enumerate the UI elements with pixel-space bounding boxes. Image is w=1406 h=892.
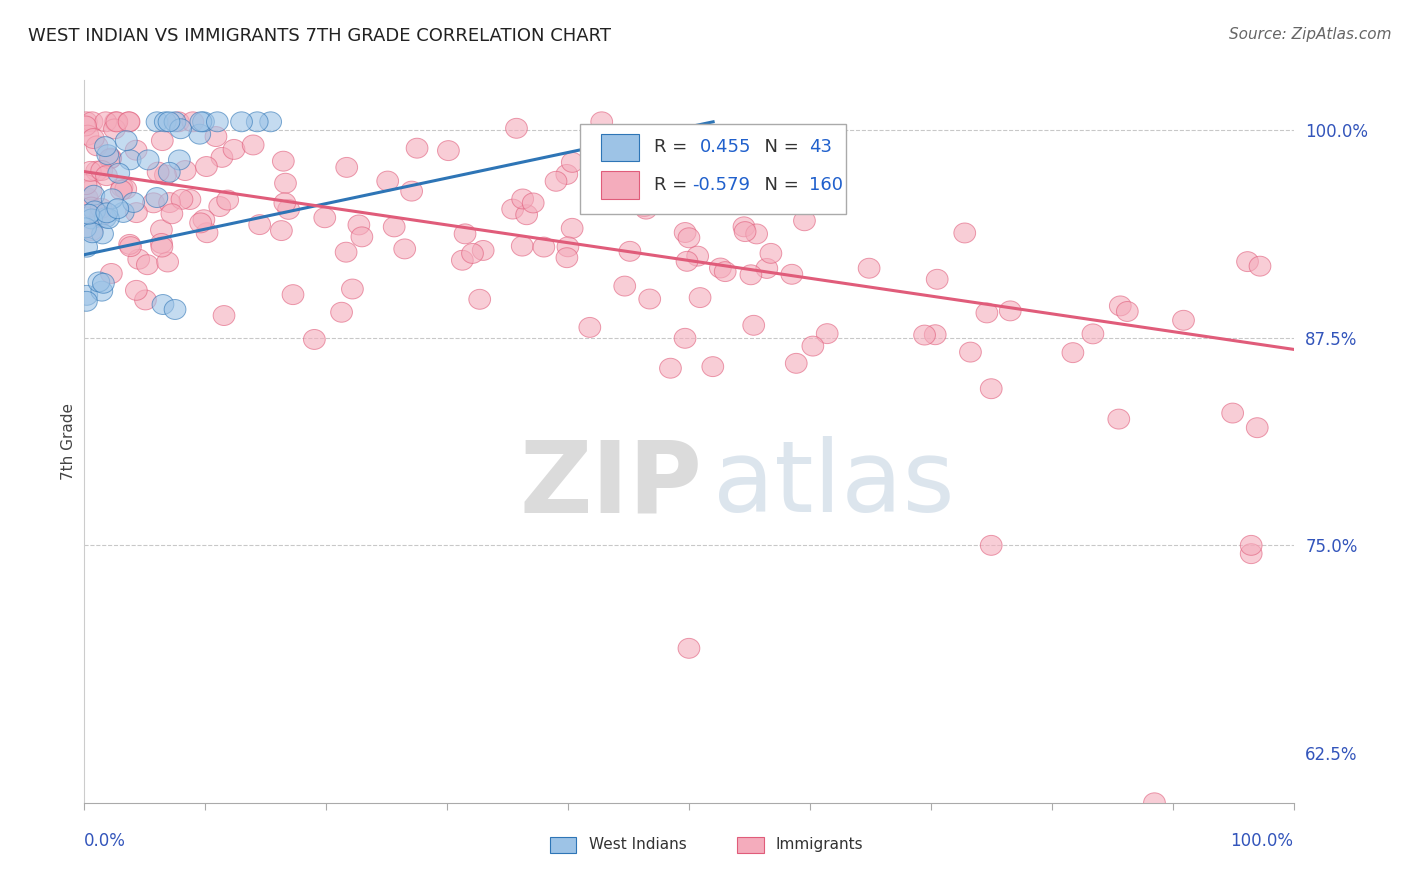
- Text: 100.0%: 100.0%: [1230, 831, 1294, 850]
- FancyBboxPatch shape: [550, 838, 576, 854]
- Text: R =: R =: [654, 138, 693, 156]
- Text: 0.455: 0.455: [700, 138, 751, 156]
- Text: ZIP: ZIP: [520, 436, 703, 533]
- Text: Immigrants: Immigrants: [776, 838, 863, 852]
- Text: 0.0%: 0.0%: [84, 831, 127, 850]
- Y-axis label: 7th Grade: 7th Grade: [60, 403, 76, 480]
- Text: R =: R =: [654, 176, 693, 194]
- FancyBboxPatch shape: [581, 124, 846, 214]
- Text: 43: 43: [808, 138, 831, 156]
- FancyBboxPatch shape: [600, 134, 640, 161]
- Text: N =: N =: [754, 176, 804, 194]
- Text: Source: ZipAtlas.com: Source: ZipAtlas.com: [1229, 27, 1392, 42]
- FancyBboxPatch shape: [600, 171, 640, 199]
- FancyBboxPatch shape: [737, 838, 763, 854]
- Text: West Indians: West Indians: [589, 838, 686, 852]
- Text: WEST INDIAN VS IMMIGRANTS 7TH GRADE CORRELATION CHART: WEST INDIAN VS IMMIGRANTS 7TH GRADE CORR…: [28, 27, 612, 45]
- Text: N =: N =: [754, 138, 804, 156]
- Text: -0.579: -0.579: [693, 176, 751, 194]
- Text: 160: 160: [808, 176, 842, 194]
- Text: atlas: atlas: [713, 436, 955, 533]
